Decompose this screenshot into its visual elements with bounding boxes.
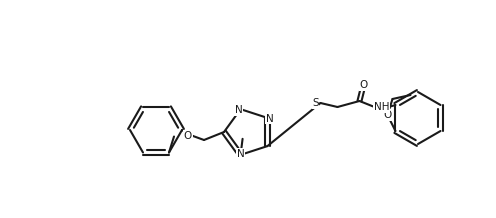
- Text: N: N: [237, 149, 245, 159]
- Text: N: N: [265, 114, 273, 124]
- Text: O: O: [360, 80, 368, 90]
- Text: O: O: [184, 131, 192, 141]
- Text: S: S: [312, 98, 319, 108]
- Text: O: O: [383, 110, 392, 120]
- Text: N: N: [235, 105, 243, 115]
- Text: NH: NH: [373, 102, 389, 112]
